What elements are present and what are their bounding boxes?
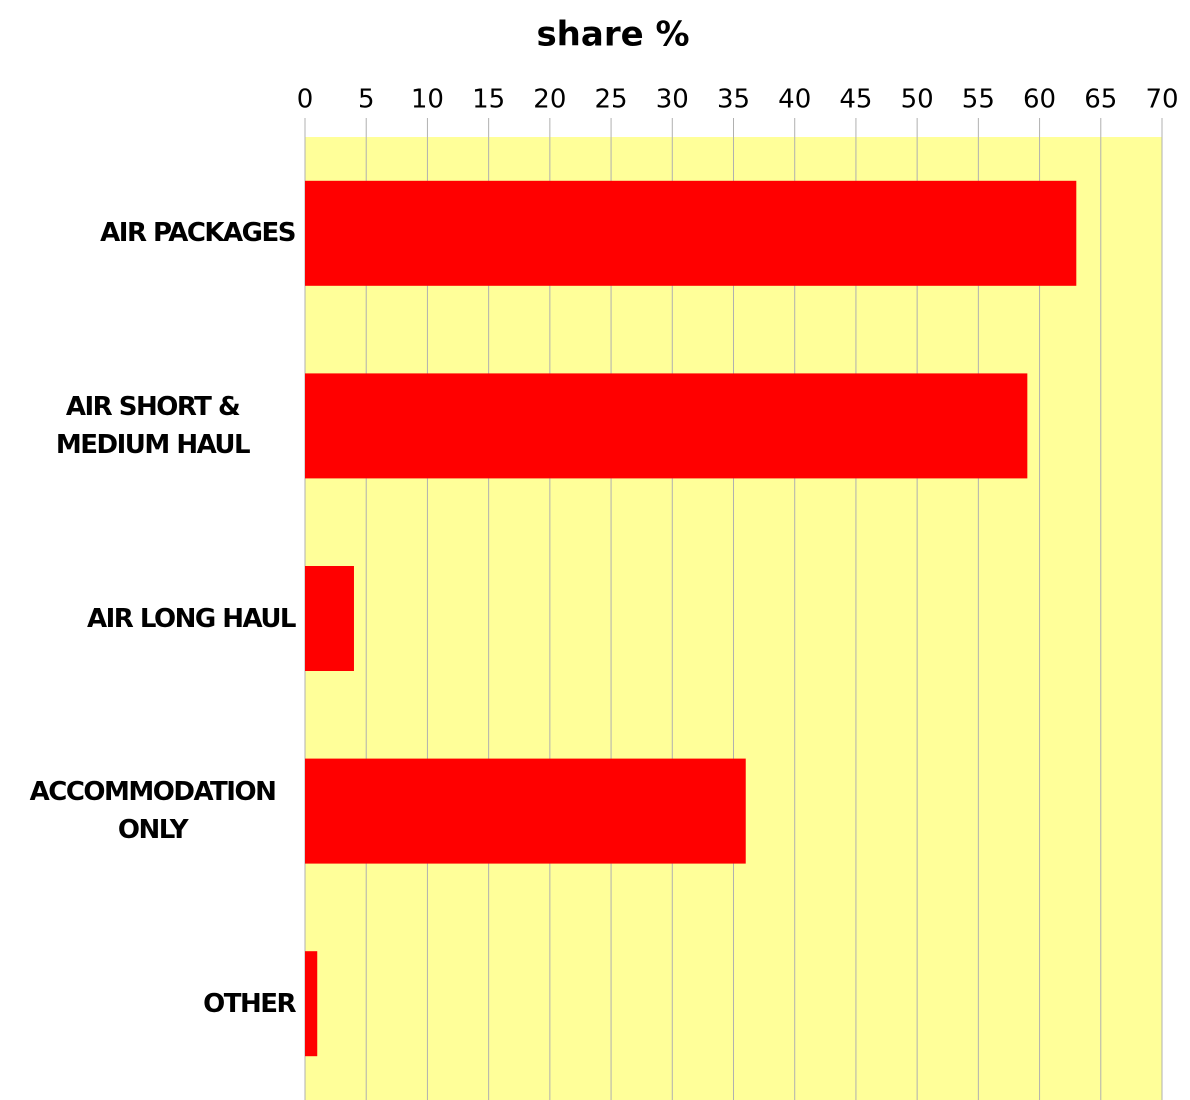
chart-title: share % xyxy=(536,15,689,55)
y-tick-label: OTHER xyxy=(203,988,296,1019)
x-tick-label: 25 xyxy=(595,85,628,115)
bar xyxy=(305,566,354,671)
y-tick-label: AIR LONG HAUL xyxy=(86,603,297,634)
category-label-box: AIR SHORT & MEDIUM HAUL xyxy=(10,366,295,486)
x-tick-label: 60 xyxy=(1023,85,1056,115)
bar xyxy=(305,758,746,864)
x-tick-label: 55 xyxy=(962,85,995,115)
bar xyxy=(305,951,318,1057)
category-label-box: ACCOMMODATION ONLY xyxy=(10,751,295,871)
category-label-box: OTHER xyxy=(203,944,296,1064)
x-tick-label: 50 xyxy=(901,85,934,115)
category-label-box: AIR LONG HAUL xyxy=(86,559,297,679)
category-label-box: AIR PACKAGES xyxy=(100,173,296,293)
y-tick-label: AIR SHORT & MEDIUM HAUL xyxy=(55,391,251,460)
x-tick-label: 45 xyxy=(839,85,872,115)
x-tick-label: 35 xyxy=(717,85,750,115)
x-tick-label: 10 xyxy=(411,85,444,115)
x-tick-label: 5 xyxy=(358,85,375,115)
x-tick-label: 0 xyxy=(297,85,314,115)
x-tick-label: 15 xyxy=(472,85,505,115)
x-tick-label: 40 xyxy=(778,85,811,115)
x-tick-label: 30 xyxy=(656,85,689,115)
y-tick-label: AIR PACKAGES xyxy=(100,218,296,249)
x-tick-label: 20 xyxy=(533,85,566,115)
x-tick-label: 70 xyxy=(1145,85,1178,115)
bar xyxy=(305,373,1028,479)
bar xyxy=(305,180,1077,286)
x-tick-label: 65 xyxy=(1084,85,1117,115)
y-tick-label: ACCOMMODATION ONLY xyxy=(29,777,277,846)
